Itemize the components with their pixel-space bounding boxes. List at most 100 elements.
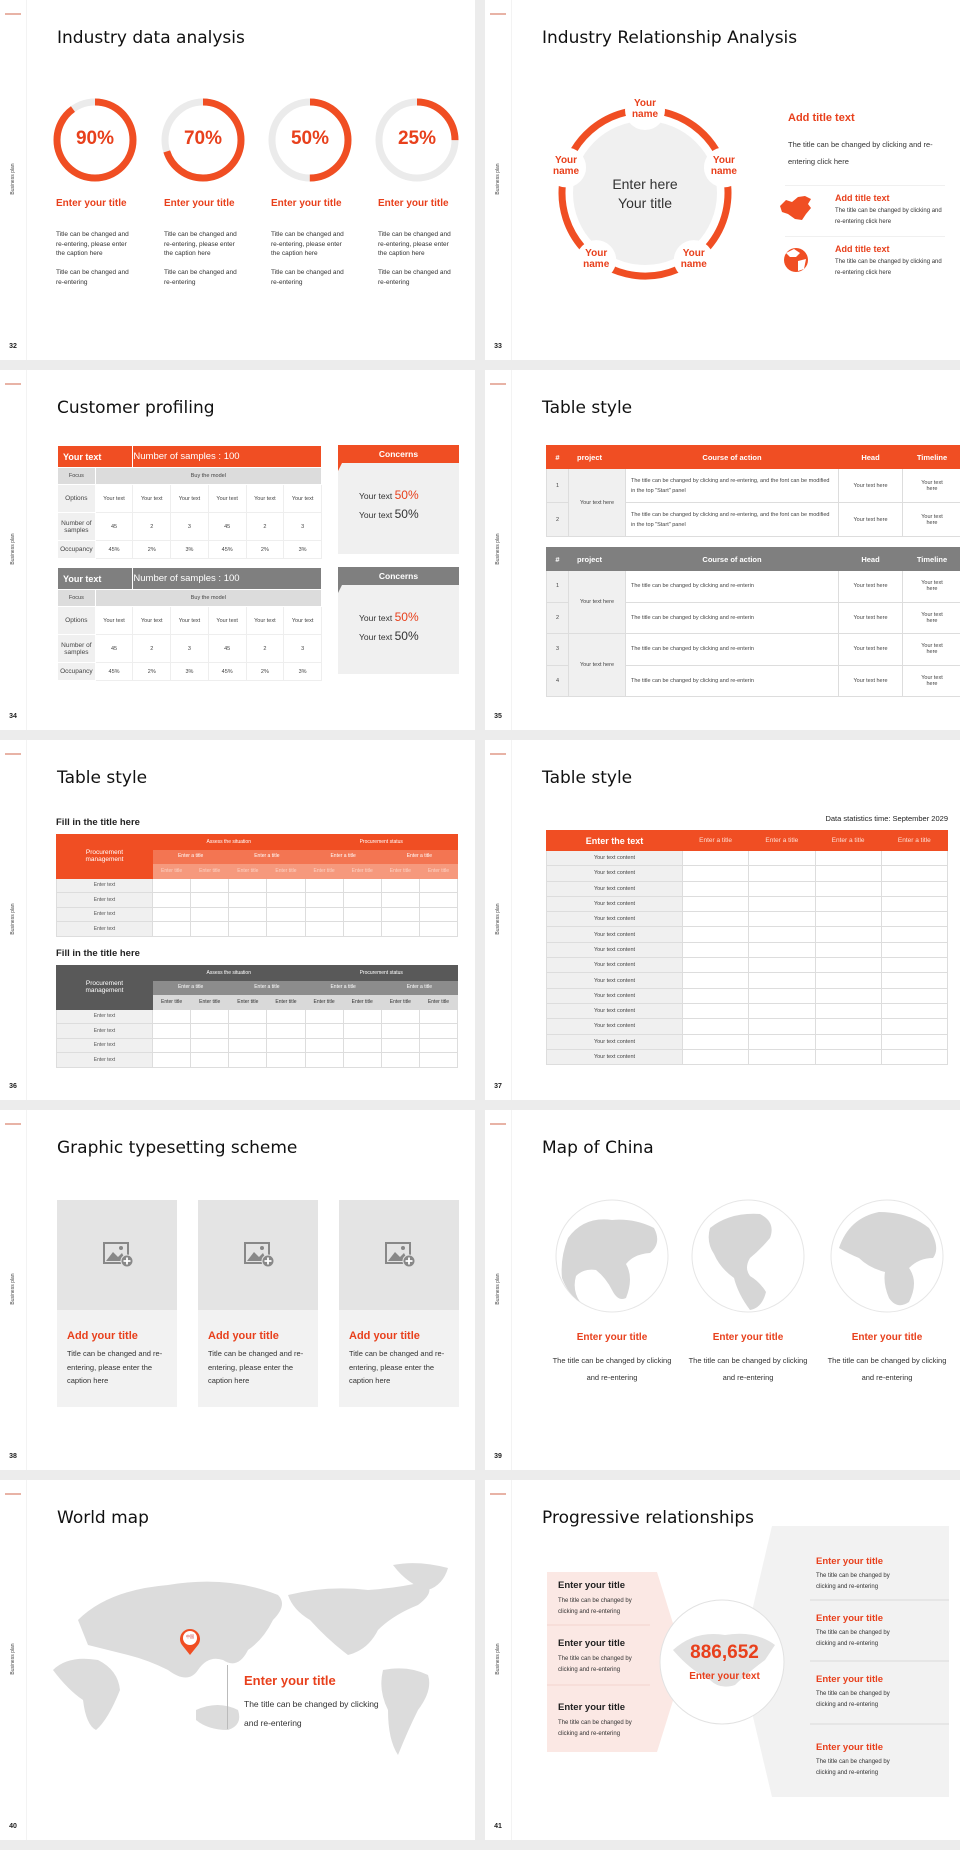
table-cell[interactable] bbox=[266, 877, 306, 893]
table-cell[interactable] bbox=[880, 1048, 949, 1066]
table-cell[interactable] bbox=[228, 1008, 268, 1024]
table-cell[interactable] bbox=[342, 1037, 382, 1053]
table-cell[interactable] bbox=[681, 849, 750, 867]
table-cell[interactable] bbox=[880, 865, 949, 882]
table-cell[interactable] bbox=[880, 895, 949, 913]
slide-35[interactable]: Business plan 35 Table style # project Course… bbox=[485, 370, 960, 730]
table-cell[interactable] bbox=[418, 1037, 459, 1053]
table-cell[interactable] bbox=[681, 1018, 750, 1035]
table-cell[interactable] bbox=[880, 1018, 949, 1035]
table-cell[interactable] bbox=[266, 1008, 306, 1024]
table-cell[interactable] bbox=[681, 880, 750, 897]
table-cell[interactable] bbox=[342, 921, 382, 937]
table-cell[interactable] bbox=[380, 877, 420, 893]
slide-38[interactable]: Business plan 38 Graphic typesetting schem… bbox=[0, 1110, 475, 1470]
table-cell[interactable] bbox=[681, 926, 750, 943]
table-cell[interactable] bbox=[748, 1002, 816, 1020]
table-cell[interactable] bbox=[681, 1048, 750, 1066]
table-cell[interactable] bbox=[814, 987, 882, 1004]
table-cell[interactable] bbox=[151, 1037, 192, 1053]
table-cell[interactable] bbox=[681, 895, 750, 913]
table-cell[interactable] bbox=[748, 972, 816, 989]
table-cell[interactable] bbox=[814, 972, 882, 989]
table-cell[interactable] bbox=[266, 921, 306, 937]
table-cell[interactable] bbox=[748, 865, 816, 882]
slide-37[interactable]: Business plan 37 Table style Data statistic… bbox=[485, 740, 960, 1100]
table-cell[interactable] bbox=[342, 1052, 382, 1068]
table-cell[interactable] bbox=[190, 906, 230, 922]
table-cell[interactable] bbox=[304, 1052, 344, 1068]
table-cell[interactable] bbox=[814, 1033, 882, 1050]
table-cell[interactable] bbox=[418, 1008, 459, 1024]
table-cell[interactable] bbox=[880, 1002, 949, 1020]
table-cell[interactable] bbox=[190, 1008, 230, 1024]
image-placeholder[interactable] bbox=[57, 1200, 177, 1310]
table-cell[interactable] bbox=[748, 1048, 816, 1066]
table-cell[interactable] bbox=[266, 1052, 306, 1068]
table-cell[interactable] bbox=[190, 921, 230, 937]
table-cell[interactable] bbox=[190, 877, 230, 893]
table-cell[interactable] bbox=[266, 1023, 306, 1039]
table-cell[interactable] bbox=[151, 892, 192, 908]
table-cell[interactable] bbox=[418, 1052, 459, 1068]
add-image-icon[interactable] bbox=[103, 1242, 133, 1268]
table-cell[interactable] bbox=[748, 987, 816, 1004]
table-cell[interactable] bbox=[266, 892, 306, 908]
table-cell[interactable] bbox=[880, 880, 949, 897]
table-cell[interactable] bbox=[814, 1018, 882, 1035]
table-cell[interactable] bbox=[151, 877, 192, 893]
table-cell[interactable] bbox=[304, 892, 344, 908]
table-cell[interactable] bbox=[748, 895, 816, 913]
table-cell[interactable] bbox=[304, 1037, 344, 1053]
table-cell[interactable] bbox=[228, 1052, 268, 1068]
table-cell[interactable] bbox=[228, 1037, 268, 1053]
slide-32[interactable]: Business plan 32 Industry data analysis 90%… bbox=[0, 0, 475, 360]
slide-40[interactable]: Business plan 40 World map 中国 Enter your tit… bbox=[0, 1480, 475, 1840]
table-cell[interactable] bbox=[228, 921, 268, 937]
table-cell[interactable] bbox=[418, 892, 459, 908]
table-cell[interactable] bbox=[342, 892, 382, 908]
image-placeholder[interactable] bbox=[339, 1200, 459, 1310]
table-cell[interactable] bbox=[681, 911, 750, 928]
slide-36[interactable]: Business plan 36 Table style Fill in the ti… bbox=[0, 740, 475, 1100]
table-cell[interactable] bbox=[190, 892, 230, 908]
table-cell[interactable] bbox=[228, 892, 268, 908]
table-cell[interactable] bbox=[681, 957, 750, 974]
table-cell[interactable] bbox=[418, 921, 459, 937]
table-cell[interactable] bbox=[266, 1037, 306, 1053]
slide-41[interactable]: Business plan 41 Progressive relationships… bbox=[485, 1480, 960, 1840]
table-cell[interactable] bbox=[380, 1008, 420, 1024]
table-cell[interactable] bbox=[748, 849, 816, 867]
table-cell[interactable] bbox=[418, 906, 459, 922]
table-cell[interactable] bbox=[880, 972, 949, 989]
table-cell[interactable] bbox=[151, 906, 192, 922]
table-cell[interactable] bbox=[681, 987, 750, 1004]
table-cell[interactable] bbox=[814, 911, 882, 928]
table-cell[interactable] bbox=[748, 941, 816, 959]
table-cell[interactable] bbox=[418, 1023, 459, 1039]
table-cell[interactable] bbox=[880, 849, 949, 867]
slide-39[interactable]: Business plan 39 Map of China Enter your ti… bbox=[485, 1110, 960, 1470]
table-cell[interactable] bbox=[748, 1018, 816, 1035]
table-cell[interactable] bbox=[681, 941, 750, 959]
table-cell[interactable] bbox=[880, 941, 949, 959]
table-cell[interactable] bbox=[342, 1023, 382, 1039]
table-cell[interactable] bbox=[814, 880, 882, 897]
add-image-icon[interactable] bbox=[385, 1242, 415, 1268]
table-cell[interactable] bbox=[266, 906, 306, 922]
table-cell[interactable] bbox=[151, 1008, 192, 1024]
table-cell[interactable] bbox=[814, 1002, 882, 1020]
table-cell[interactable] bbox=[814, 926, 882, 943]
table-cell[interactable] bbox=[814, 895, 882, 913]
table-cell[interactable] bbox=[880, 926, 949, 943]
table-cell[interactable] bbox=[814, 1048, 882, 1066]
table-cell[interactable] bbox=[748, 957, 816, 974]
table-cell[interactable] bbox=[342, 906, 382, 922]
table-cell[interactable] bbox=[190, 1037, 230, 1053]
table-cell[interactable] bbox=[814, 849, 882, 867]
table-cell[interactable] bbox=[151, 921, 192, 937]
table-cell[interactable] bbox=[380, 892, 420, 908]
table-cell[interactable] bbox=[304, 1008, 344, 1024]
table-cell[interactable] bbox=[304, 921, 344, 937]
table-cell[interactable] bbox=[380, 906, 420, 922]
